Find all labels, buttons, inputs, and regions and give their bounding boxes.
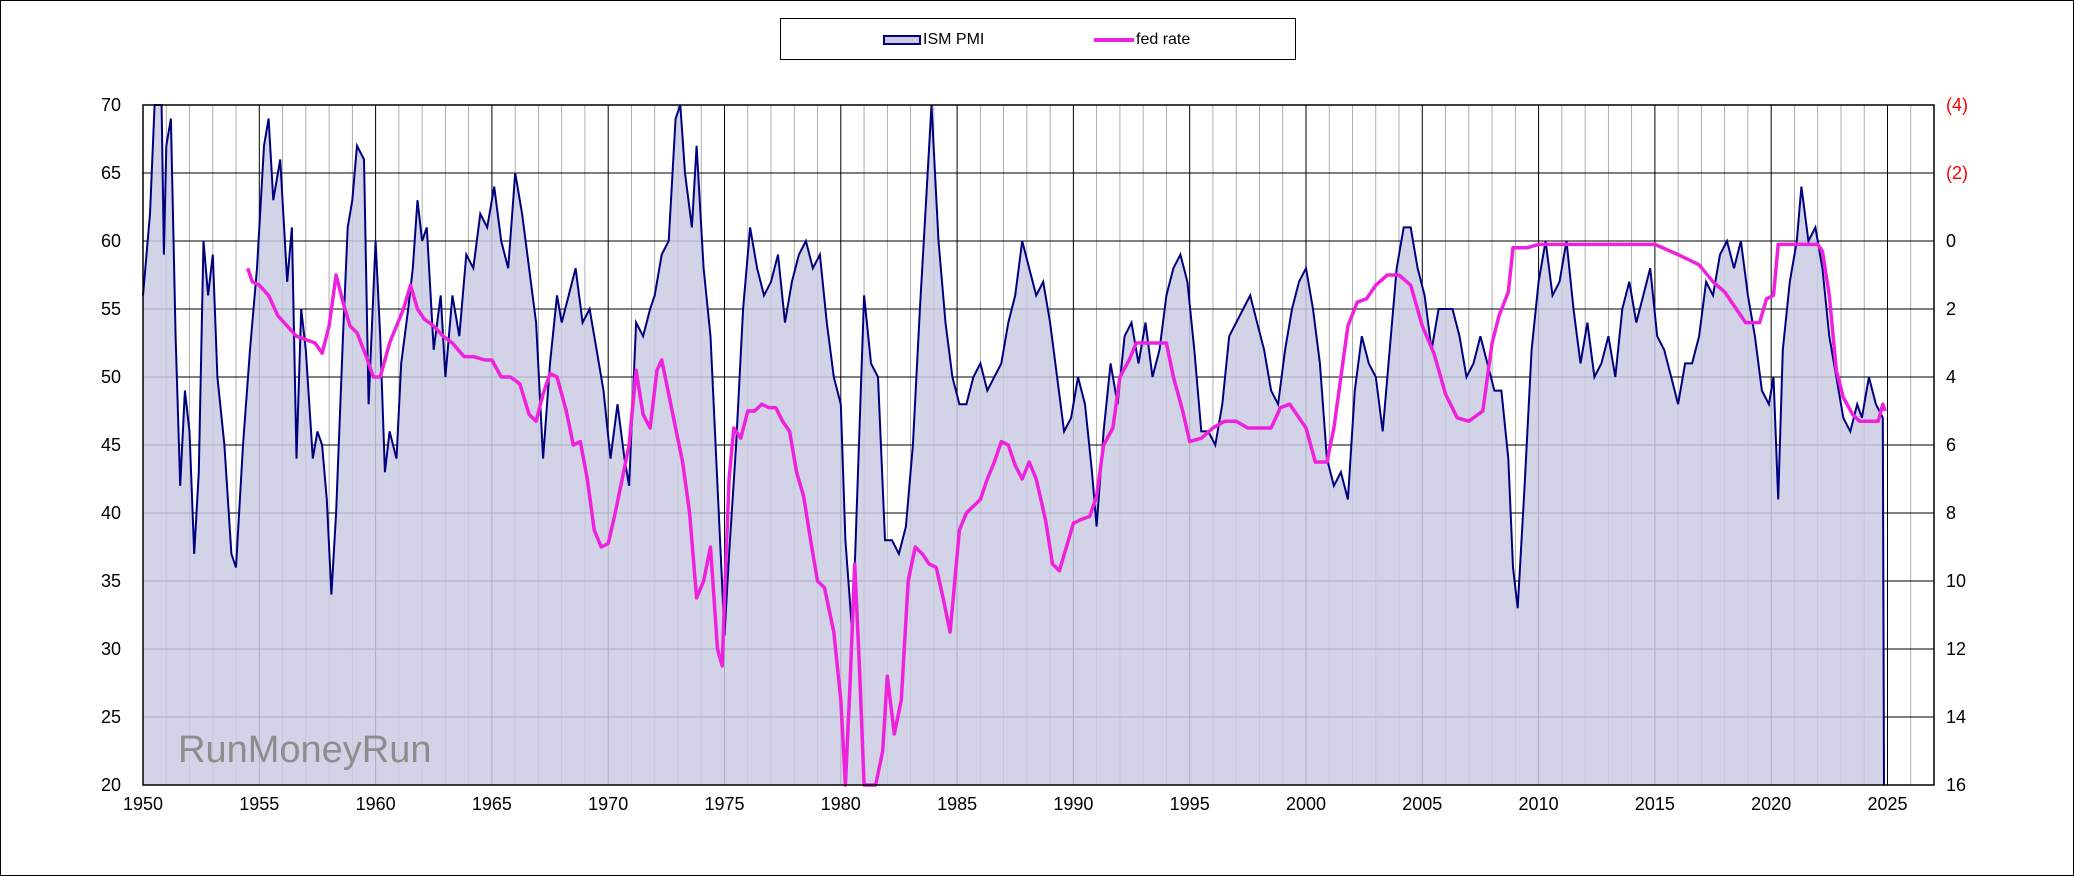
y-right-tick-label: 12	[1946, 639, 1966, 659]
y-right-tick-label: 8	[1946, 503, 1956, 523]
x-tick-label: 1985	[937, 794, 977, 814]
y-right-tick-label: 4	[1946, 367, 1956, 387]
x-tick-label: 2025	[1867, 794, 1907, 814]
x-tick-label: 2020	[1751, 794, 1791, 814]
x-tick-label: 1965	[472, 794, 512, 814]
y-left-tick-label: 25	[101, 707, 121, 727]
y-right-tick-label: 0	[1946, 231, 1956, 251]
x-tick-label: 1975	[704, 794, 744, 814]
fed-rate-line-layer	[246, 242, 1887, 787]
x-tick-label: 2010	[1519, 794, 1559, 814]
legend-item-ism-pmi: ISM PMI	[883, 30, 984, 50]
y-left-tick-label: 60	[101, 231, 121, 251]
x-tick-label: 1960	[356, 794, 396, 814]
x-tick-label: 1970	[588, 794, 628, 814]
y-left-tick-label: 30	[101, 639, 121, 659]
y-right-tick-label: (4)	[1946, 95, 1968, 115]
y-left-tick-label: 70	[101, 95, 121, 115]
ism-pmi-area-fill	[143, 105, 1884, 785]
legend-swatch-ism-pmi	[883, 34, 921, 45]
legend-label-ism-pmi: ISM PMI	[923, 31, 985, 48]
x-tick-label: 1980	[821, 794, 861, 814]
ism-pmi-series-line	[142, 104, 1885, 786]
watermark-text: RunMoneyRun	[178, 729, 431, 771]
x-tick-label: 2005	[1402, 794, 1442, 814]
legend: ISM PMI fed rate	[780, 18, 1296, 60]
x-tick-label: 1950	[123, 794, 163, 814]
y-left-tick-label: 45	[101, 435, 121, 455]
y-left-tick-label: 35	[101, 571, 121, 591]
x-tick-label: 1995	[1170, 794, 1210, 814]
x-tick-label: 1955	[239, 794, 279, 814]
y-left-tick-label: 65	[101, 163, 121, 183]
x-tick-label: 1990	[1053, 794, 1093, 814]
y-left-tick-label: 20	[101, 775, 121, 795]
y-right-tick-label: 16	[1946, 775, 1966, 795]
y-left-tick-label: 40	[101, 503, 121, 523]
y-left-tick-label: 50	[101, 367, 121, 387]
y-right-tick-label: 6	[1946, 435, 1956, 455]
legend-label-fed-rate: fed rate	[1136, 31, 1191, 48]
y-right-tick-label: 10	[1946, 571, 1966, 591]
y-right-tick-label: 14	[1946, 707, 1966, 727]
legend-item-fed-rate: fed rate	[1094, 30, 1190, 50]
pmi-area-layer	[142, 104, 1885, 786]
x-tick-label: 2015	[1635, 794, 1675, 814]
y-right-tick-label: 2	[1946, 299, 1956, 319]
fed-rate-series-line	[246, 242, 1887, 787]
legend-swatch-fed-rate	[1094, 37, 1134, 42]
plot-border	[142, 104, 1935, 786]
y-right-tick-label: (2)	[1946, 163, 1968, 183]
x-tick-label: 2000	[1286, 794, 1326, 814]
y-left-tick-label: 55	[101, 299, 121, 319]
